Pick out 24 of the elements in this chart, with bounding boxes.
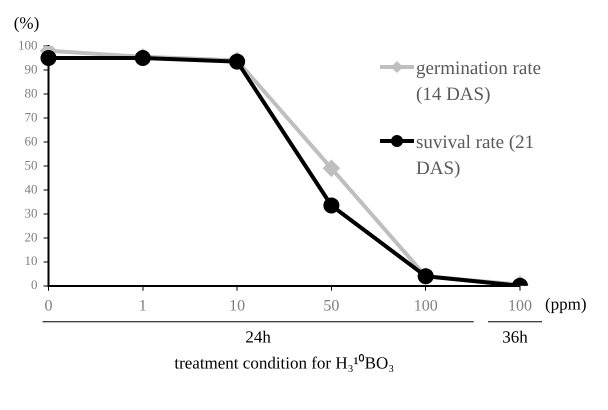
y-tick-label: 70 [24, 109, 38, 124]
y-tick-label: 60 [24, 133, 38, 148]
y-tick-label: 30 [24, 205, 38, 220]
x-tick-label: 0 [44, 298, 52, 315]
y-tick-label: 90 [24, 61, 38, 76]
y-axis-title: (%) [14, 13, 40, 32]
y-tick-label: 20 [24, 229, 38, 244]
x-tick-label: 50 [323, 298, 340, 315]
text: (ppm) [545, 294, 587, 314]
legend-label: suvival rate (21 DAS) [416, 131, 536, 181]
text: 36h [502, 327, 528, 346]
x-tick-label: 10 [229, 298, 246, 315]
x-axis-title: treatment condition for H₃¹⁰BO₃ [174, 353, 394, 372]
x-tick-label: 1 [138, 298, 147, 315]
legend-label: germination rate (14 DAS) [416, 57, 542, 107]
text: 24h [245, 327, 272, 346]
y-tick-label: 50 [24, 157, 38, 172]
y-tick-label: 100 [18, 37, 38, 52]
y-tick-label: 40 [24, 181, 38, 196]
y-tick-label: 0 [31, 277, 38, 292]
y-tick-label: 80 [24, 85, 38, 100]
x-tick-label: 100 [414, 298, 438, 315]
y-tick-label: 10 [24, 253, 38, 268]
x-tick-label: 100 [508, 298, 532, 315]
